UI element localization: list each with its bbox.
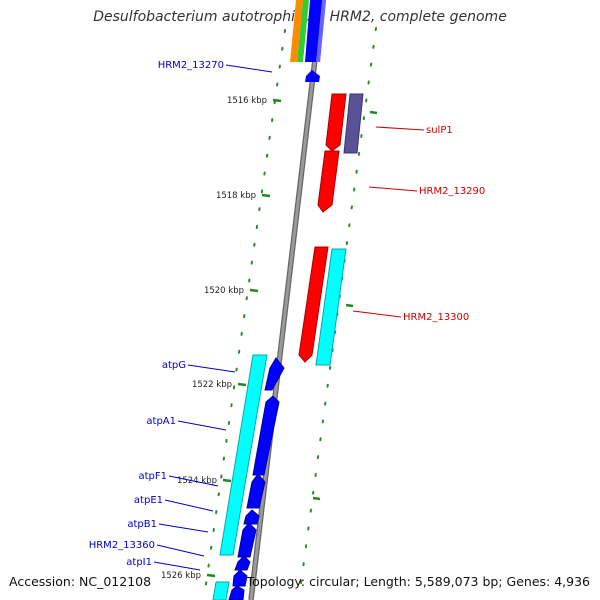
tick-5: 1526 kbp: [161, 571, 216, 581]
accession-text: Accession: NC_012108: [9, 574, 152, 589]
tick-label: 1526 kbp: [161, 571, 201, 581]
gene-label-atpI1[interactable]: atpI1: [126, 557, 201, 571]
gene-HRM2_13290: [317, 150, 340, 213]
tick-4: 1524 kbp: [177, 476, 232, 486]
gene-label-text[interactable]: atpI1: [126, 557, 152, 568]
leader-line: [164, 499, 214, 512]
tick-mark: [261, 193, 271, 198]
tick-mark: [237, 382, 247, 387]
gene-label-text[interactable]: atpA1: [146, 416, 176, 427]
leader-line: [153, 561, 201, 571]
gene-label-text[interactable]: HRM2_13300: [403, 312, 469, 323]
tick-marks: 1516 kbp 1518 kbp 1520 kbp 1522 kbp 1524 kbp…: [161, 96, 378, 581]
leader-line: [225, 64, 273, 73]
leader-line: [156, 544, 205, 557]
gene-cyan-reverse: [315, 248, 347, 366]
tick-2: 1520 kbp: [204, 286, 259, 296]
top-gene-block: [290, 0, 326, 62]
leader-line: [187, 364, 236, 373]
tick-mark: [222, 478, 232, 483]
atp-blue-genes: [228, 357, 285, 600]
tick-0: 1516 kbp: [227, 96, 282, 106]
tick-label: 1522 kbp: [192, 380, 232, 390]
tick-label: 1524 kbp: [177, 476, 217, 486]
tick-mark: [249, 288, 259, 293]
gene-labels[interactable]: HRM2_13270 sulP1 HRM2_13290 HRM2_13300 atpG a…: [89, 60, 486, 571]
gene-small-arrow: [305, 70, 320, 82]
leader-line: [158, 523, 209, 533]
gene-label-text[interactable]: sulP1: [426, 125, 453, 136]
gene-label-HRM2_13360[interactable]: HRM2_13360: [89, 540, 205, 557]
gene-label-text[interactable]: atpB1: [127, 519, 157, 530]
topology-text: Topology: circular; Length: 5,589,073 bp…: [246, 574, 590, 589]
leader-line: [368, 186, 418, 192]
tick-mark: [206, 573, 216, 578]
leader-line: [168, 475, 219, 487]
tick-3: 1522 kbp: [192, 380, 247, 390]
gene-label-text[interactable]: HRM2_13270: [158, 60, 224, 71]
outer-tick: [369, 110, 378, 115]
leader-line: [177, 420, 227, 431]
gene-label-atpE1[interactable]: atpE1: [134, 495, 214, 512]
gene-sulP1: [325, 93, 347, 152]
leader-line: [352, 310, 402, 318]
atp-cyan-genes: [212, 354, 268, 600]
gene-label-text[interactable]: atpE1: [134, 495, 163, 506]
leader-line: [375, 126, 425, 131]
gene-purple: [343, 93, 364, 154]
gene-label-atpB1[interactable]: atpB1: [127, 519, 209, 533]
guide-dots-inner: [203, 29, 286, 599]
gene-label-HRM2_13270[interactable]: HRM2_13270: [158, 60, 273, 73]
tick-1: 1518 kbp: [216, 191, 271, 201]
gene-label-text[interactable]: atpF1: [138, 471, 167, 482]
gene-label-atpA1[interactable]: atpA1: [146, 416, 227, 431]
gene-label-text[interactable]: HRM2_13360: [89, 540, 155, 551]
gene-label-text[interactable]: atpG: [162, 360, 186, 371]
tick-label: 1518 kbp: [216, 191, 256, 201]
gene-label-atpG[interactable]: atpG: [162, 360, 236, 373]
tick-label: 1516 kbp: [227, 96, 267, 106]
genome-backbone: [248, 0, 325, 600]
outer-tick: [312, 496, 321, 501]
tick-mark: [272, 98, 282, 103]
gene-HRM2_13300: [298, 246, 329, 363]
tick-label: 1520 kbp: [204, 286, 244, 296]
gene-label-HRM2_13300[interactable]: HRM2_13300: [352, 310, 469, 323]
outer-tick: [345, 303, 354, 308]
gene-label-HRM2_13290[interactable]: HRM2_13290: [368, 186, 485, 197]
gene-label-sulP1[interactable]: sulP1: [375, 125, 453, 136]
gene-label-text[interactable]: HRM2_13290: [419, 186, 485, 197]
gene-label-atpF1[interactable]: atpF1: [138, 471, 219, 487]
